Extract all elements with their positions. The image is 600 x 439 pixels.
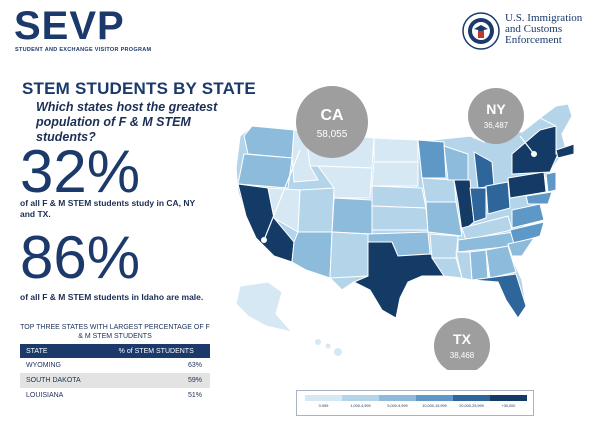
table-row: WYOMING 63% (20, 358, 210, 373)
stat-text-ca-ny-tx: of all F & M STEM students study in CA, … (20, 198, 196, 219)
state-alabama (469, 249, 489, 281)
callout-ny (468, 88, 524, 144)
callout-ca (296, 86, 368, 158)
state-florida (471, 273, 527, 319)
column-header-percent: % of STEM STUDENTS (102, 344, 210, 358)
state-oregon (237, 153, 293, 189)
state-new-mexico (329, 231, 369, 279)
state-hawaii (315, 339, 342, 356)
table-cell-percent: 63% (187, 362, 202, 369)
logo-subtitle: STUDENT AND EXCHANGE VISITOR PROGRAM (15, 47, 152, 53)
state-colorado (331, 197, 373, 235)
legend-label: 20,000-29,999 (459, 404, 484, 408)
state-texas (352, 241, 445, 319)
top-states-table: STATE % of STEM STUDENTS WYOMING 63% SOU… (20, 344, 210, 403)
state-south-carolina (507, 237, 536, 257)
state-north-carolina (509, 221, 545, 245)
us-choropleth-map: CA 58,055 NY 36,487 TX 38,468 (235, 86, 575, 370)
state-ohio (485, 181, 511, 215)
table-cell-percent: 51% (187, 392, 202, 399)
state-missouri (425, 201, 463, 237)
stat-value-ca-ny-tx: 32% (20, 138, 141, 205)
column-header-state: STATE (20, 344, 103, 358)
marker-ny (531, 151, 537, 157)
dhs-seal-icon (462, 12, 500, 50)
table-cell-state: LOUISIANA (26, 392, 64, 399)
legend-labels: 0-999 1,000-4,999 5,000-9,999 10,000-19,… (305, 404, 527, 408)
map-legend: 0-999 1,000-4,999 5,000-9,999 10,000-19,… (296, 390, 534, 416)
legend-label: 0-999 (318, 404, 329, 408)
table-cell-state: SOUTH DAKOTA (20, 373, 103, 388)
state-alaska (235, 281, 294, 333)
state-washington (243, 125, 295, 159)
table-header-row: STATE % of STEM STUDENTS (20, 344, 210, 358)
state-south-dakota (371, 161, 419, 187)
table-title: TOP THREE STATES WITH LARGEST PERCENTAGE… (20, 324, 210, 340)
table-cell-state: WYOMING (26, 362, 61, 369)
legend-label: 10,000-19,999 (422, 404, 447, 408)
state-maryland (525, 191, 553, 205)
legend-color-bar (305, 395, 527, 401)
state-indiana (469, 187, 487, 223)
legend-swatch (342, 395, 379, 401)
stat-value-idaho: 86% (20, 224, 141, 291)
state-north-dakota (373, 137, 419, 163)
legend-swatch (490, 395, 527, 401)
legend-swatch (416, 395, 453, 401)
callout-ny-state: NY (486, 101, 506, 117)
state-massachusetts (555, 143, 575, 159)
state-wyoming (316, 165, 373, 199)
legend-swatch (379, 395, 416, 401)
marker-tx (403, 299, 409, 305)
legend-label: 5,000-9,999 (387, 404, 408, 408)
callout-tx-state: TX (453, 331, 472, 347)
logo-text: SEVP (14, 4, 125, 48)
state-minnesota (417, 139, 447, 179)
state-arkansas (429, 233, 459, 259)
callout-ca-state: CA (320, 107, 344, 124)
table-cell-percent: 59% (102, 373, 210, 388)
state-iowa (421, 177, 457, 203)
legend-swatch (305, 395, 342, 401)
agency-name: U.S. Immigration and Customs Enforcement (505, 12, 583, 46)
subheadline-question: Which states host the greatest populatio… (36, 100, 218, 144)
legend-label: 1,000-4,999 (350, 404, 371, 408)
state-arizona (291, 231, 333, 279)
state-new-england (539, 103, 573, 155)
legend-label: +30,000 (501, 404, 516, 408)
state-virginia (511, 203, 545, 229)
table-row: LOUISIANA 51% (20, 388, 210, 403)
table-row: SOUTH DAKOTA 59% (20, 373, 210, 388)
callout-ca-value: 58,055 (317, 129, 348, 140)
state-new-jersey (545, 171, 557, 193)
state-georgia (485, 245, 517, 279)
state-utah (297, 187, 335, 233)
callout-tx (434, 318, 490, 370)
stat-text-idaho: of all F & M STEM students in Idaho are … (20, 292, 204, 302)
legend-swatch (453, 395, 490, 401)
marker-ca (261, 237, 267, 243)
page-headline: STEM STUDENTS BY STATE (22, 79, 256, 98)
callout-tx-value: 38,468 (450, 351, 475, 360)
state-kansas (371, 205, 429, 231)
callout-ny-value: 36,487 (484, 121, 509, 130)
state-nebraska (371, 185, 427, 209)
state-pennsylvania (507, 171, 547, 199)
